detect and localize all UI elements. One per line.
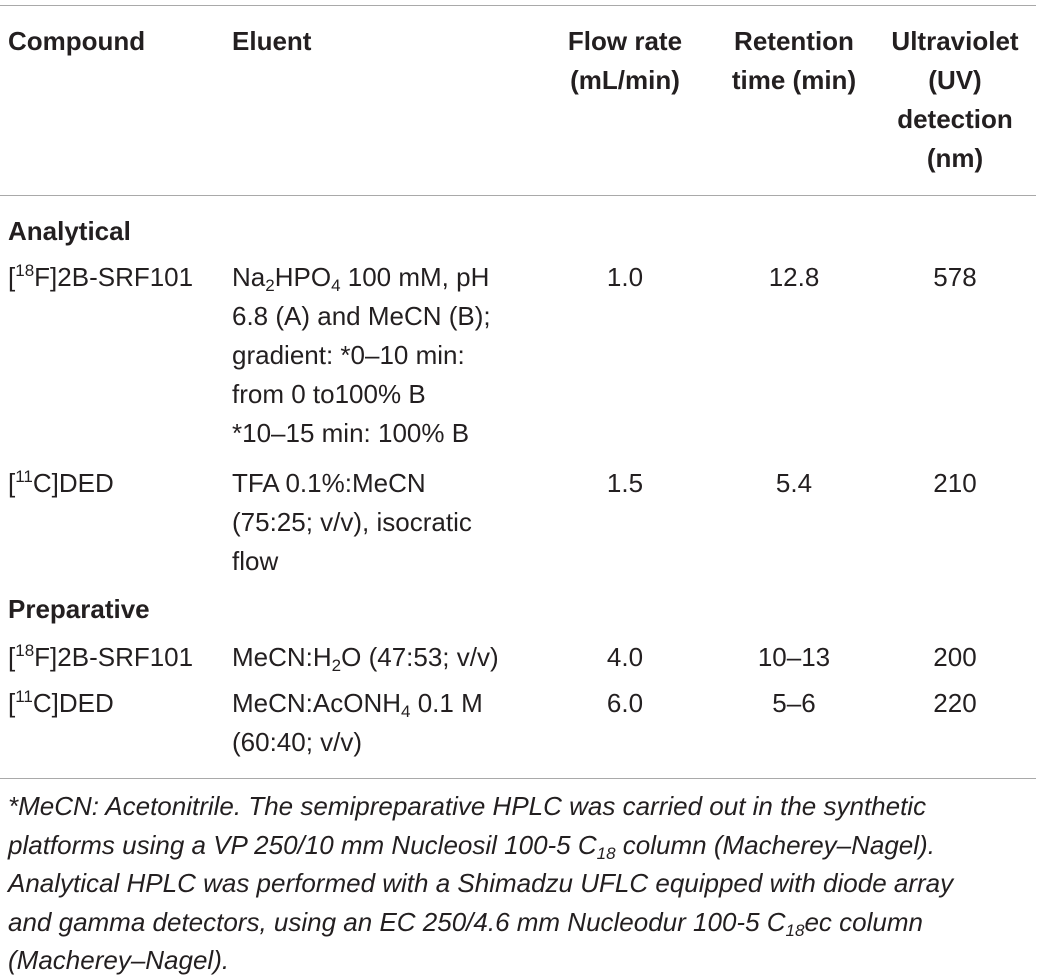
retention-time-cell: 10–13 xyxy=(757,642,831,672)
flow-rate-cell: 1.5 xyxy=(606,468,644,498)
table-footnote: *MeCN: Acetonitrile. The semipreparative… xyxy=(8,787,1036,980)
eluent-line: (60:40; v/v) xyxy=(232,727,363,757)
uv-cell: 210 xyxy=(933,468,977,498)
eluent-line: flow xyxy=(232,546,279,576)
header-retention-line-2: time (min) xyxy=(731,65,857,95)
header-uv-detection: Ultraviolet (UV) detection (nm) xyxy=(880,22,1030,178)
eluent-cell: Na2HPO4 100 mM, pH 6.8 (A) and MeCN (B);… xyxy=(232,258,491,453)
header-rule xyxy=(0,195,1036,196)
retention-time-cell: 5–6 xyxy=(772,688,816,718)
header-uv-line-4: (nm) xyxy=(926,143,984,173)
compound-cell: [18F]2B-SRF101 xyxy=(8,261,194,292)
eluent-line: *10–15 min: 100% B xyxy=(232,418,470,448)
table-top-rule xyxy=(0,5,1036,6)
header-uv-line-3: detection xyxy=(897,104,1013,134)
eluent-line: 6.8 (A) and MeCN (B); xyxy=(232,301,491,331)
compound-cell: [11C]DED xyxy=(8,687,114,718)
compound-cell: [18F]2B-SRF101 xyxy=(8,641,194,672)
eluent-line: (75:25; v/v), isocratic xyxy=(232,507,472,537)
header-flow-rate: Flow rate (mL/min) xyxy=(545,22,705,100)
flow-rate-cell: 4.0 xyxy=(606,642,644,672)
flow-rate-cell: 6.0 xyxy=(606,688,644,718)
header-retention-line-1: Retention xyxy=(734,26,854,56)
eluent-line: MeCN:AcONH4 0.1 M xyxy=(232,688,483,721)
footnote-line: and gamma detectors, using an EC 250/4.6… xyxy=(8,906,923,940)
eluent-line: from 0 to100% B xyxy=(232,379,426,409)
header-flow-rate-line-2: (mL/min) xyxy=(570,65,680,95)
retention-time-cell: 5.4 xyxy=(775,468,813,498)
header-eluent: Eluent xyxy=(232,26,312,56)
retention-time-cell: 12.8 xyxy=(768,262,820,292)
table-bottom-rule xyxy=(0,778,1036,779)
footnote-line: Analytical HPLC was performed with a Shi… xyxy=(8,868,954,898)
header-uv-line-1: Ultraviolet xyxy=(891,26,1019,56)
header-uv-line-2: (UV) xyxy=(928,65,982,95)
eluent-cell: MeCN:AcONH4 0.1 M (60:40; v/v) xyxy=(232,684,483,762)
uv-cell: 200 xyxy=(933,642,977,672)
eluent-cell: TFA 0.1%:MeCN (75:25; v/v), isocratic fl… xyxy=(232,464,472,581)
section-label-analytical: Analytical xyxy=(8,216,131,246)
eluent-line: TFA 0.1%:MeCN xyxy=(232,468,426,498)
footnote-line: *MeCN: Acetonitrile. The semipreparative… xyxy=(8,791,927,821)
footnote-line: (Macherey–Nagel). xyxy=(8,945,230,975)
section-label-preparative: Preparative xyxy=(8,594,150,624)
eluent-cell: MeCN:H2O (47:53; v/v) xyxy=(232,638,499,677)
eluent-line: gradient: *0–10 min: xyxy=(232,340,465,370)
uv-cell: 578 xyxy=(933,262,977,292)
footnote-line: platforms using a VP 250/10 mm Nucleosil… xyxy=(8,829,935,863)
eluent-line: MeCN:H2O (47:53; v/v) xyxy=(232,642,499,675)
eluent-line: Na2HPO4 100 mM, pH xyxy=(232,262,490,295)
header-retention-time: Retention time (min) xyxy=(712,22,876,100)
header-compound: Compound xyxy=(8,26,146,56)
uv-cell: 220 xyxy=(933,688,977,718)
compound-cell: [11C]DED xyxy=(8,467,114,498)
header-flow-rate-line-1: Flow rate xyxy=(567,26,683,56)
flow-rate-cell: 1.0 xyxy=(606,262,644,292)
